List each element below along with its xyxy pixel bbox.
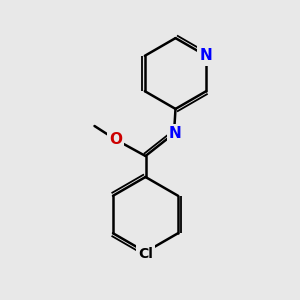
Text: Cl: Cl <box>138 247 153 260</box>
Text: N: N <box>200 48 212 63</box>
Text: N: N <box>169 126 182 141</box>
Text: O: O <box>109 132 122 147</box>
